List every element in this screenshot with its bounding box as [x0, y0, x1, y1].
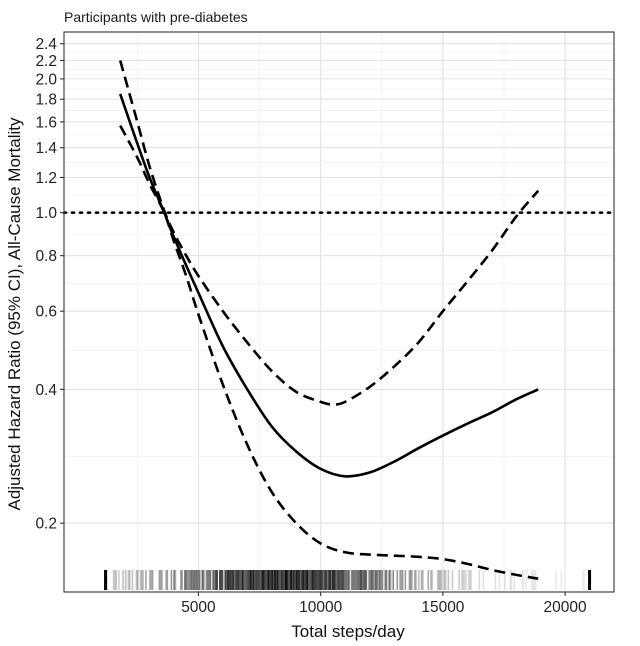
x-tick-label: 5000 [181, 599, 216, 616]
rug-group [104, 570, 592, 590]
x-tick-label: 15000 [421, 599, 464, 616]
y-tick-label: 1.4 [35, 140, 57, 157]
grid [64, 32, 614, 592]
y-tick-label: 2.0 [35, 71, 57, 88]
y-tick-label: 0.2 [35, 516, 57, 533]
y-axis-title: Adjusted Hazard Ratio (95% CI), All-Caus… [5, 117, 24, 511]
y-tick-label: 0.8 [35, 248, 57, 265]
y-tick-label: 0.6 [35, 304, 57, 321]
plot-frame [63, 31, 615, 593]
y-tick-label: 2.4 [35, 36, 57, 53]
y-tick-label: 2.2 [35, 53, 57, 70]
x-tick-label: 10000 [299, 599, 342, 616]
y-tick-label: 1.0 [35, 205, 57, 222]
series-group [118, 60, 540, 580]
series-line-lower-95-ci [119, 124, 539, 580]
y-axis-ticks: 0.2 0.4 0.6 0.8 1.0 1.2 1.4 1.6 1.8 2.02.22.4 [35, 36, 64, 533]
y-tick-label: 1.8 [35, 92, 57, 109]
y-tick-label: 0.4 [35, 382, 57, 399]
y-tick-label: 1.2 [35, 170, 57, 187]
x-axis-ticks: 5000 10000 15000 20000 [181, 592, 587, 616]
x-axis-title: Total steps/day [291, 622, 405, 641]
chart-title: Participants with pre-diabetes [64, 9, 248, 25]
plot-panel [64, 32, 614, 592]
x-tick-label: 20000 [544, 599, 587, 616]
y-tick-label: 1.6 [35, 114, 57, 131]
